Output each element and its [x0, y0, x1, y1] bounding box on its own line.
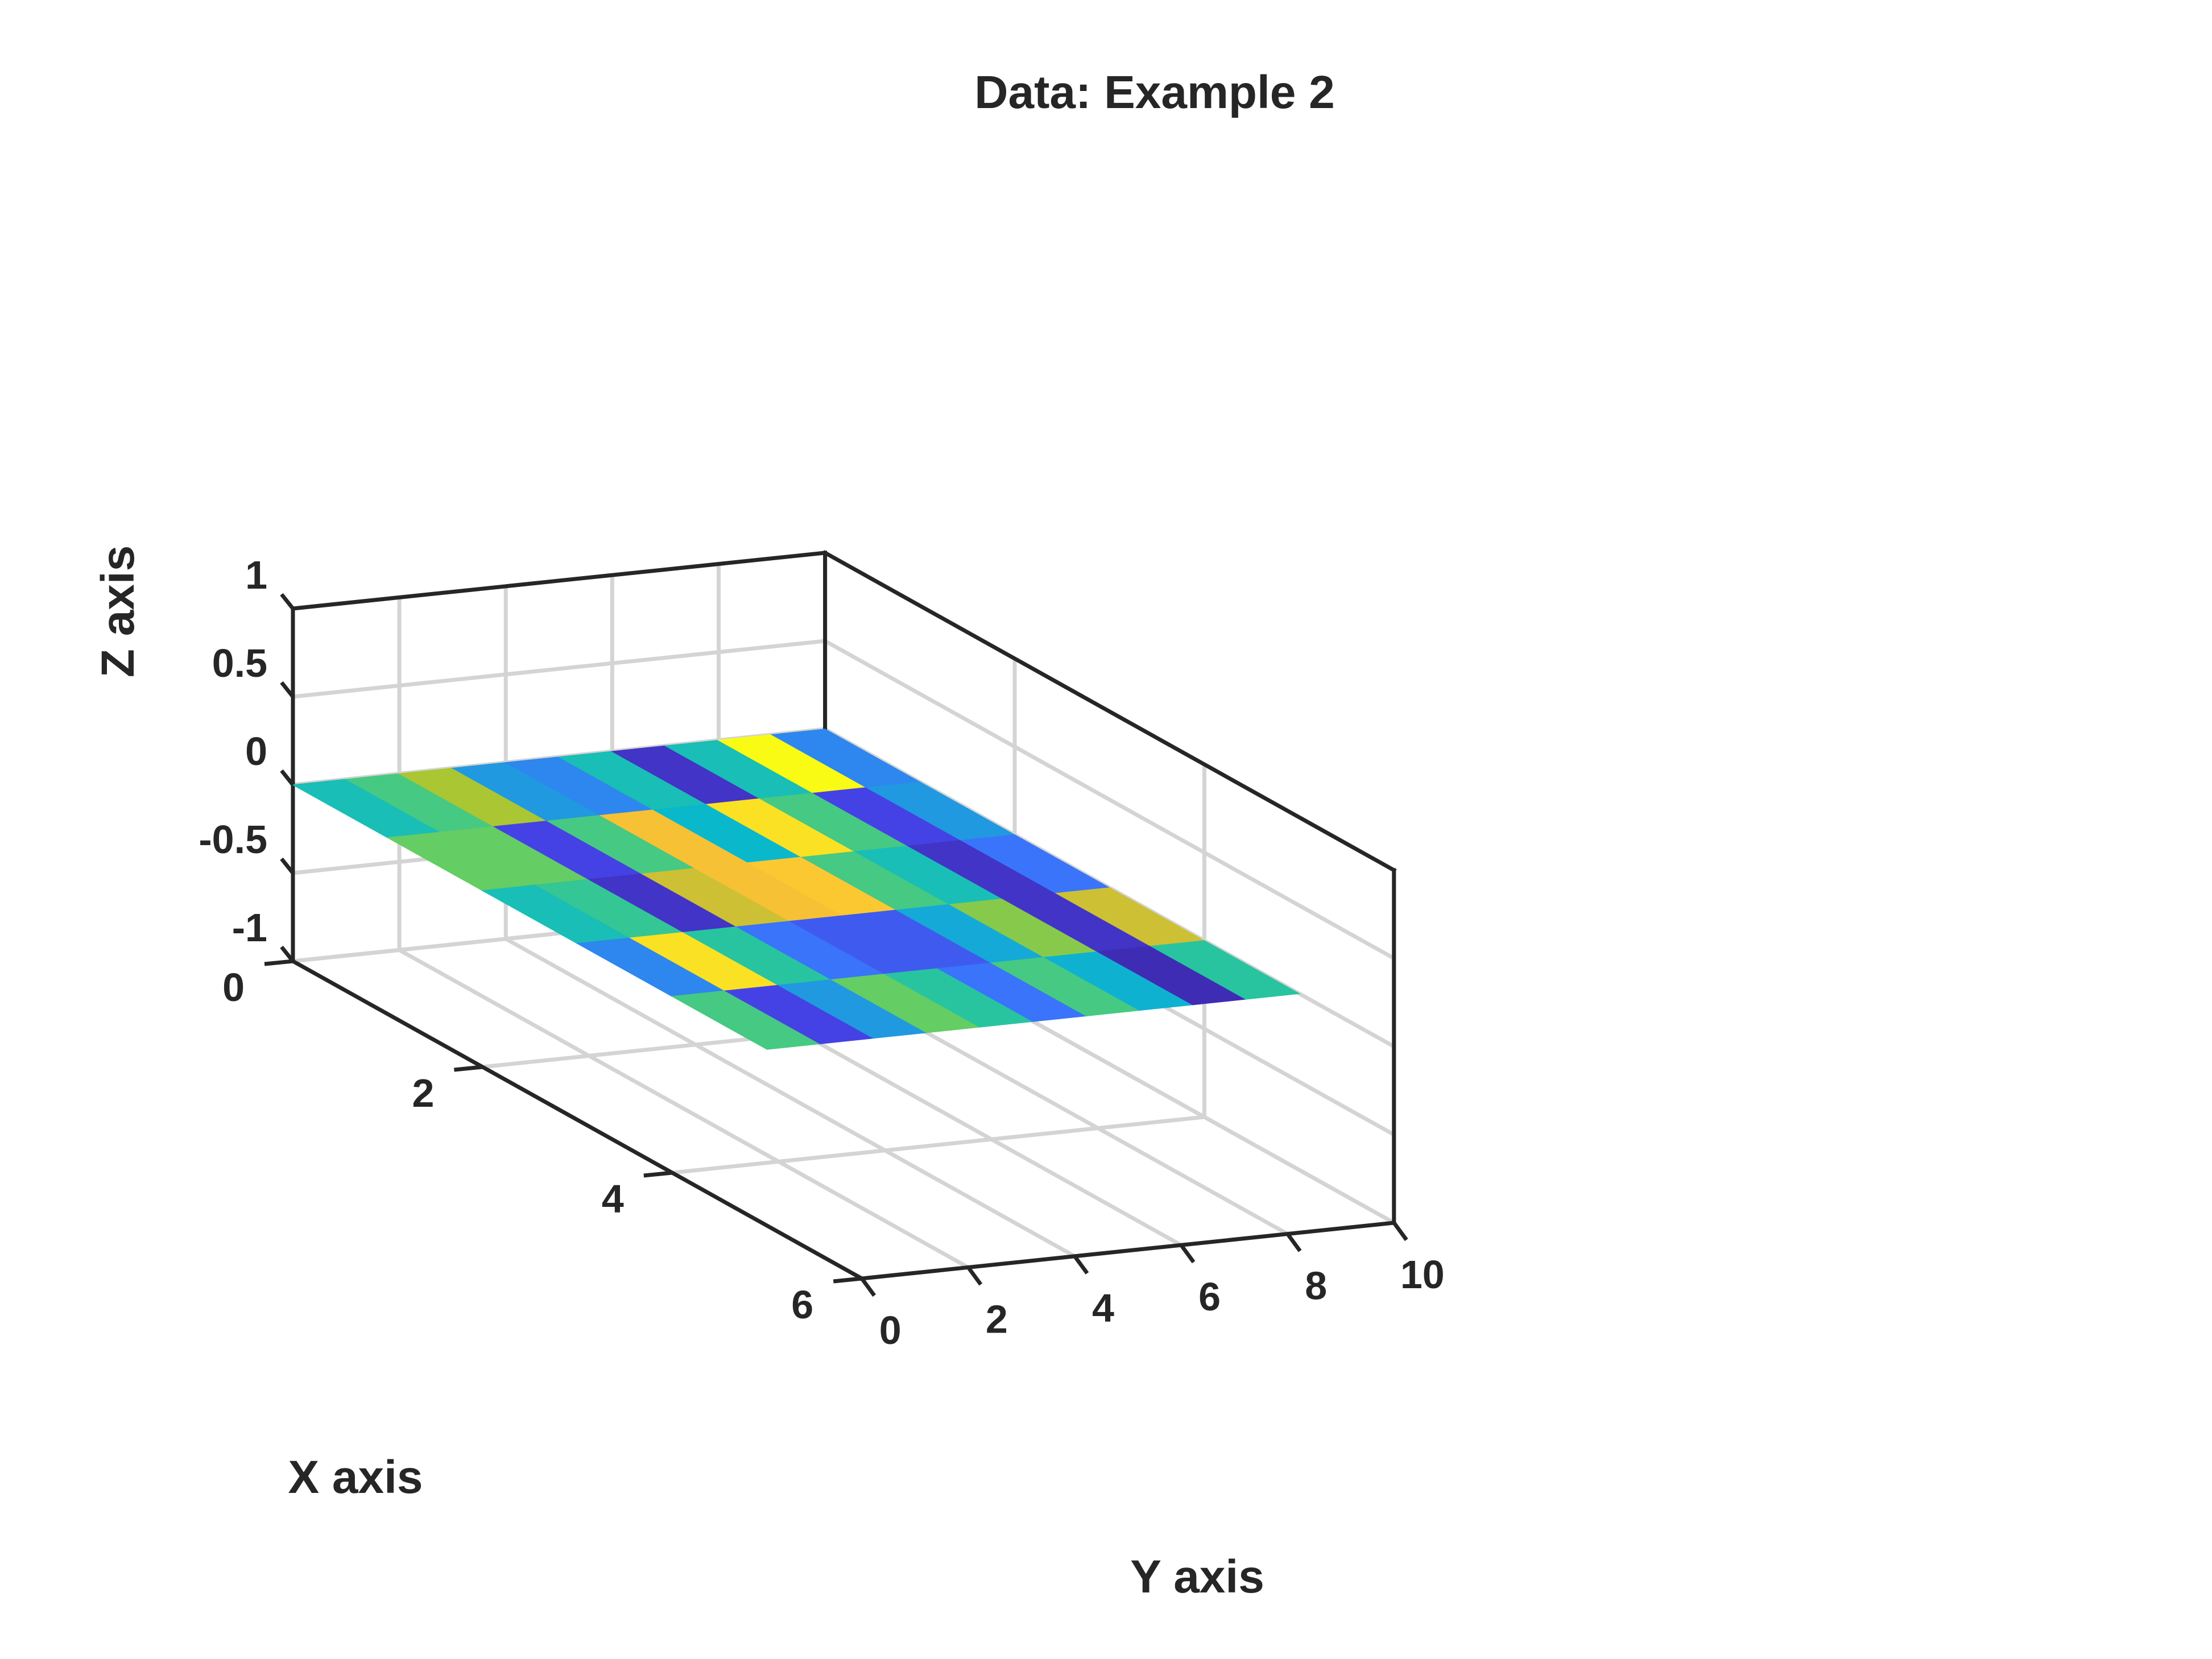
y-tick-label: 0	[879, 1308, 902, 1352]
axis-box-edge	[291, 551, 828, 611]
y-tick-mark	[1073, 1255, 1089, 1275]
surface	[291, 729, 1301, 1050]
y-tick-mark	[966, 1266, 983, 1286]
x-tick-mark	[643, 1170, 673, 1178]
axis-box-edge	[290, 958, 865, 1281]
z-tick-mark	[280, 681, 295, 698]
floor-gridline	[398, 948, 970, 1269]
x-tick-mark	[833, 1276, 862, 1284]
y-tick-label: 4	[1092, 1286, 1114, 1330]
z-tick-mark	[280, 857, 295, 875]
chart-title: Data: Example 2	[974, 67, 1335, 118]
x-tick-mark	[264, 959, 293, 966]
y-tick-mark	[860, 1277, 876, 1297]
y-tick-label: 2	[986, 1297, 1008, 1341]
axis-box-edge	[822, 550, 1397, 873]
axis-box-edge	[859, 1221, 1396, 1281]
z-tick-label: 0	[245, 729, 267, 773]
x-axis-label: X axis	[288, 1451, 423, 1503]
y-tick-mark	[1285, 1232, 1302, 1252]
y-tick-label: 6	[1198, 1275, 1221, 1319]
z-tick-label: -0.5	[199, 817, 267, 862]
z-tick-label: 1	[245, 553, 267, 597]
y-tick-label: 10	[1400, 1252, 1445, 1297]
back-wall-gridline	[292, 639, 825, 699]
floor-gridline	[672, 1115, 1205, 1175]
y-tick-mark	[1392, 1221, 1408, 1242]
z-tick-mark	[280, 593, 295, 610]
x-tick-mark	[454, 1065, 483, 1072]
z-axis-label: Z axis	[92, 545, 144, 677]
y-axis-label: Y axis	[1130, 1551, 1264, 1603]
surface-cell	[1150, 940, 1301, 1000]
x-tick-label: 0	[222, 965, 245, 1010]
x-tick-label: 2	[412, 1071, 434, 1115]
z-tick-label: 0.5	[212, 641, 267, 685]
z-tick-mark	[280, 769, 295, 787]
x-tick-label: 6	[791, 1282, 813, 1327]
tick-layer: 1 0.5 0 -0.5 -1 0 2 4 6 0 2 4 6 8 10	[199, 553, 1444, 1352]
z-tick-label: -1	[232, 905, 267, 950]
floor-gridline	[505, 937, 1076, 1258]
x-tick-label: 4	[602, 1177, 624, 1221]
z-tick-mark	[280, 945, 295, 963]
y-tick-mark	[1179, 1244, 1196, 1264]
side-wall-gridline	[824, 639, 1395, 961]
y-tick-label: 8	[1305, 1264, 1327, 1308]
